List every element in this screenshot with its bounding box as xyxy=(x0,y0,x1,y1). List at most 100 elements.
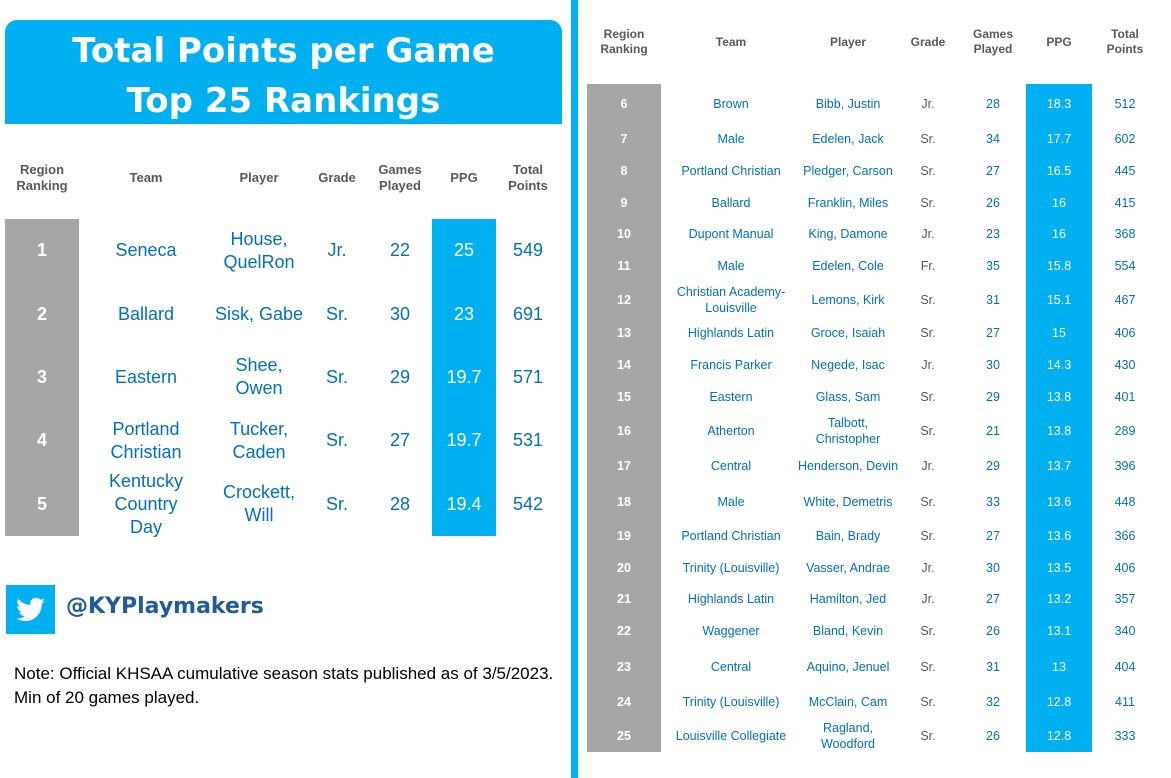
cell-total: 404 xyxy=(1114,660,1136,674)
cell-games: 27 xyxy=(986,326,1000,340)
cell-ppg: 25 xyxy=(453,240,475,261)
cell-total: 691 xyxy=(512,303,544,324)
cell-total: 333 xyxy=(1114,729,1136,743)
cell-ppg: 13 xyxy=(1052,660,1066,674)
cell-total: 368 xyxy=(1114,227,1136,241)
cell-player: Lemons, Kirk xyxy=(811,293,885,307)
cell-games: 30 xyxy=(986,561,1000,575)
cell-player: Franklin, Miles xyxy=(807,196,889,210)
cell-games: 27 xyxy=(986,529,1000,543)
title-banner: Total Points per Game Top 25 Rankings xyxy=(5,20,562,124)
cell-games: 27 xyxy=(986,592,1000,606)
cell-rank: 23 xyxy=(617,660,631,674)
cell-rank: 11 xyxy=(617,259,631,273)
cell-player: McClain, Cam xyxy=(808,695,888,709)
cell-games: 35 xyxy=(986,259,1000,273)
cell-team: Kentucky Country Day xyxy=(108,470,184,537)
cell-games: 34 xyxy=(986,132,1000,146)
cell-total: 340 xyxy=(1114,624,1136,638)
cell-player: Edelen, Jack xyxy=(812,132,884,146)
cell-total: 467 xyxy=(1114,293,1136,307)
cell-team: Portland Christian xyxy=(110,418,182,462)
cell-team: Central xyxy=(710,660,752,674)
cell-games: 29 xyxy=(986,390,1000,404)
cell-team: Highlands Latin xyxy=(687,326,775,340)
header-games: Games Played xyxy=(378,162,422,193)
cell-rank: 8 xyxy=(620,164,628,178)
cell-team: Trinity (Louisville) xyxy=(682,561,780,575)
cell-rank: 4 xyxy=(36,430,47,451)
cell-player: Edelen, Cole xyxy=(812,259,884,273)
cell-grade: Jr. xyxy=(921,97,935,111)
cell-games: 26 xyxy=(986,729,1000,743)
cell-grade: Sr. xyxy=(920,196,936,210)
cell-rank: 22 xyxy=(617,624,631,638)
cell-team: Francis Parker xyxy=(690,358,772,372)
cell-rank: 13 xyxy=(617,326,631,340)
cell-rank: 10 xyxy=(617,227,631,241)
cell-games: 22 xyxy=(389,240,411,261)
header-rank: Region Ranking xyxy=(600,27,648,56)
cell-games: 28 xyxy=(389,493,411,514)
left-rank-column xyxy=(5,219,79,536)
cell-player: Crockett, Will xyxy=(222,482,296,526)
cell-games: 26 xyxy=(986,196,1000,210)
cell-ppg: 13.1 xyxy=(1046,624,1072,638)
cell-rank: 2 xyxy=(36,303,47,324)
cell-grade: Sr. xyxy=(920,695,936,709)
cell-player: Groce, Isaiah xyxy=(810,326,886,340)
cell-grade: Sr. xyxy=(325,303,348,324)
cell-grade: Jr. xyxy=(921,459,935,473)
cell-team: Eastern xyxy=(114,366,178,387)
cell-total: 411 xyxy=(1115,695,1135,709)
header-ppg: PPG xyxy=(450,170,478,185)
cell-total: 602 xyxy=(1114,132,1136,146)
cell-ppg: 13.6 xyxy=(1046,529,1072,543)
cell-ppg: 13.6 xyxy=(1046,495,1072,509)
cell-team: Trinity (Louisville) xyxy=(682,695,780,709)
cell-ppg: 15 xyxy=(1052,326,1066,340)
cell-games: 31 xyxy=(986,293,1000,307)
cell-grade: Jr. xyxy=(921,227,935,241)
cell-rank: 14 xyxy=(617,358,631,372)
header-player: Player xyxy=(829,34,867,49)
cell-player: King, Damone xyxy=(808,227,888,241)
cell-ppg: 13.5 xyxy=(1046,561,1072,575)
cell-player: Vasser, Andrae xyxy=(806,561,890,575)
cell-team: Ballard xyxy=(711,196,751,210)
cell-player: Aquino, Jenuel xyxy=(806,660,890,674)
twitter-bird-icon[interactable] xyxy=(6,585,55,634)
cell-ppg: 12.8 xyxy=(1046,695,1072,709)
cell-grade: Sr. xyxy=(325,366,348,387)
cell-team: Brown xyxy=(713,97,749,111)
cell-ppg: 14.3 xyxy=(1046,358,1072,372)
twitter-handle[interactable]: @KYPlaymakers xyxy=(66,594,264,619)
cell-ppg: 16.5 xyxy=(1046,164,1072,178)
cell-team: Christian Academy-Louisville xyxy=(676,285,786,315)
cell-total: 531 xyxy=(512,430,544,451)
cell-grade: Fr. xyxy=(920,259,936,273)
cell-grade: Sr. xyxy=(920,729,936,743)
cell-ppg: 19.7 xyxy=(446,430,482,451)
cell-team: Waggener xyxy=(702,624,760,638)
cell-total: 512 xyxy=(1114,97,1136,111)
cell-grade: Jr. xyxy=(327,240,347,261)
cell-total: 366 xyxy=(1114,529,1136,543)
left-ppg-column xyxy=(432,219,496,536)
cell-grade: Jr. xyxy=(921,561,935,575)
cell-total: 542 xyxy=(512,493,544,514)
cell-games: 27 xyxy=(389,430,411,451)
cell-team: Seneca xyxy=(115,240,177,261)
cell-grade: Sr. xyxy=(920,660,936,674)
cell-grade: Sr. xyxy=(920,624,936,638)
cell-rank: 6 xyxy=(620,97,628,111)
cell-grade: Sr. xyxy=(920,132,936,146)
cell-ppg: 19.4 xyxy=(446,493,482,514)
cell-grade: Sr. xyxy=(325,430,348,451)
cell-grade: Sr. xyxy=(920,529,936,543)
cell-rank: 20 xyxy=(617,561,631,575)
cell-ppg: 15.8 xyxy=(1046,259,1072,273)
cell-ppg: 12.8 xyxy=(1046,729,1072,743)
column-divider xyxy=(571,0,578,778)
cell-ppg: 17.7 xyxy=(1046,132,1072,146)
